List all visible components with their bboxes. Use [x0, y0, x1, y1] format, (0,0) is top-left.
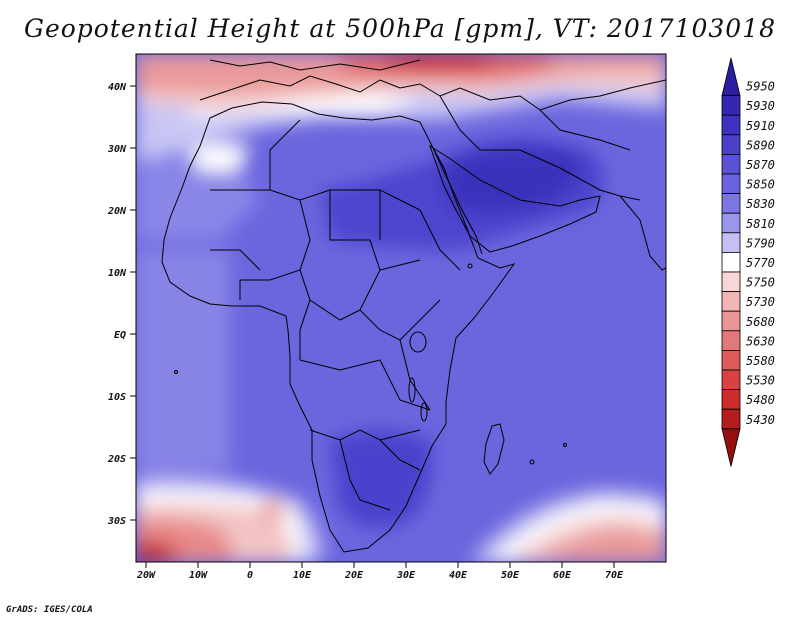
y-tick-label: 20N: [107, 206, 127, 217]
colorbar-label: 5950: [746, 80, 775, 94]
y-tick-label: 10S: [108, 392, 126, 403]
y-tick-label: 10N: [108, 268, 127, 279]
colorbar-segment: [721, 428, 741, 467]
colorbar-label: 5910: [746, 119, 775, 133]
coastlines: [161, 59, 666, 553]
colorbar-label: 5930: [746, 99, 775, 113]
colorbar-label: 5830: [746, 197, 775, 211]
colorbar-segment: [721, 193, 741, 214]
x-tick-label: 10E: [293, 570, 312, 581]
colorbar-label: 5480: [746, 393, 775, 407]
colorbar-segment: [721, 212, 741, 234]
colorbar-segment: [721, 389, 741, 410]
colorbar-segment: [721, 57, 741, 96]
colorbar-segment: [721, 173, 741, 195]
colorbar-segment: [721, 349, 741, 371]
colorbar-segment: [721, 134, 741, 155]
colorbar-segment: [721, 271, 741, 293]
x-tick-label: 20W: [136, 570, 156, 581]
y-tick-label: 20S: [107, 454, 126, 465]
colorbar-label: 5890: [746, 138, 775, 152]
colorbar-label: 5580: [746, 354, 775, 368]
y-tick-label: 30N: [107, 144, 127, 155]
colorbar-label: 5790: [746, 236, 775, 250]
x-tick-label: 30E: [396, 570, 416, 581]
x-axis: 20W 10W 0 10E 20E 30E 40E 50E 60E 70E: [136, 562, 624, 581]
colorbar-segment: [721, 251, 741, 273]
y-tick-label: EQ: [114, 330, 126, 341]
x-tick-label: 60E: [553, 570, 572, 581]
x-tick-label: 70E: [605, 570, 624, 581]
y-tick-label: 30S: [107, 516, 126, 527]
colorbar: 5950 5930 5910 5890 5870 5850 5830 5810 5790 5770…: [721, 57, 775, 467]
colorbar-label: 5770: [746, 256, 775, 270]
colorbar-segment: [721, 330, 741, 351]
credit-text: GrADS: IGES/COLA: [6, 605, 93, 615]
plot-frame: [135, 53, 667, 563]
x-tick-label: 50E: [501, 570, 520, 581]
colorbar-segment: [721, 153, 741, 175]
colorbar-label: 5430: [746, 413, 775, 427]
y-tick-label: 40N: [108, 82, 127, 93]
x-tick-label: 0: [247, 570, 253, 581]
height-field: [136, 54, 666, 562]
colorbar-segment: [721, 114, 741, 136]
colorbar-label: 5630: [746, 334, 775, 348]
colorbar-label: 5810: [746, 217, 775, 231]
colorbar-label: 5870: [746, 158, 775, 172]
colorbar-segment: [721, 408, 741, 430]
colorbar-label: 5530: [746, 374, 775, 388]
y-axis: 40N 30N 20N 10N EQ 10S 20S 30S: [107, 82, 136, 527]
colorbar-segment: [721, 369, 741, 391]
colorbar-segment: [721, 291, 741, 312]
colorbar-label: 5680: [746, 315, 775, 329]
colorbar-segment: [721, 95, 741, 116]
chart-title: Geopotential Height at 500hPa [gpm], VT:…: [23, 14, 777, 43]
x-tick-label: 20E: [344, 570, 364, 581]
x-tick-label: 10W: [189, 570, 208, 581]
colorbar-segment: [721, 310, 741, 332]
x-tick-label: 40E: [449, 570, 468, 581]
colorbar-label: 5850: [746, 178, 775, 192]
colorbar-label: 5730: [746, 295, 775, 309]
colorbar-segment: [721, 232, 741, 253]
colorbar-label: 5750: [746, 276, 775, 290]
